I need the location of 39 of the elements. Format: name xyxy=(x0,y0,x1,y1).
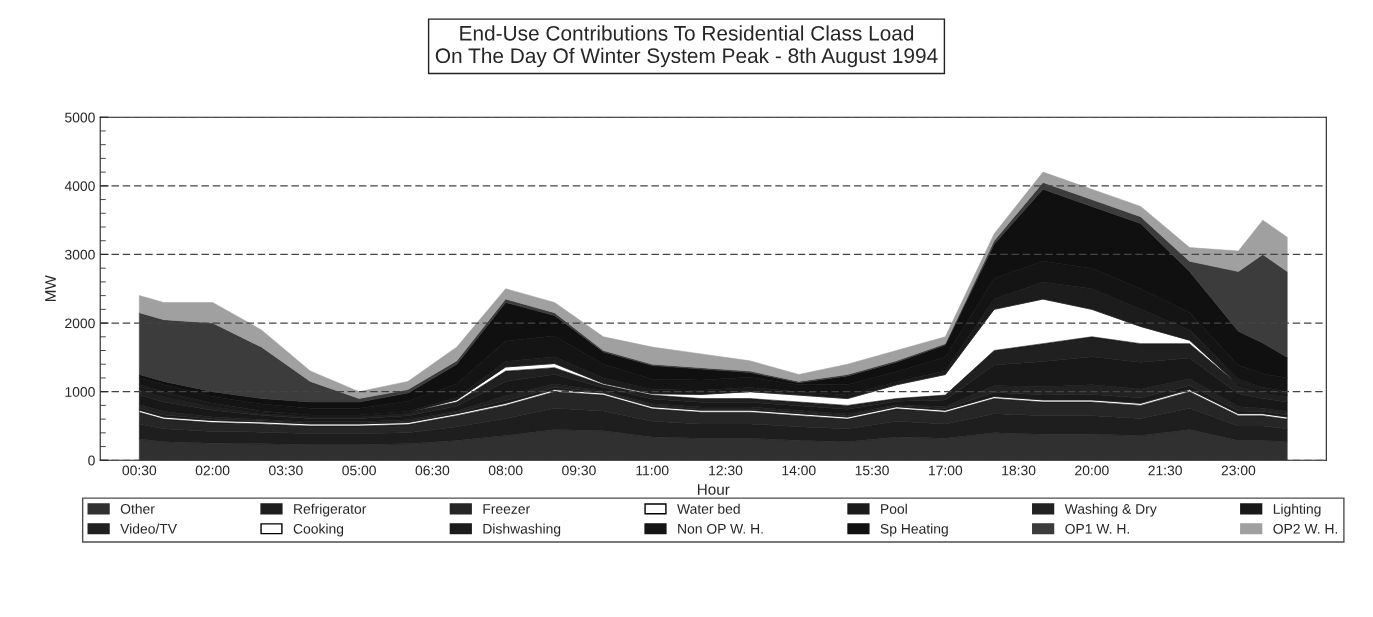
legend-label: Dishwashing xyxy=(483,523,561,537)
legend-label: Other xyxy=(120,503,155,514)
y-axis-title: MW xyxy=(45,275,56,302)
legend-label: OP1 W. H. xyxy=(1065,523,1129,534)
x-tick-label: 00:30 xyxy=(122,465,157,476)
x-tick-label: 09:30 xyxy=(562,465,596,476)
legend-label: Lighting xyxy=(1273,503,1321,517)
legend-label: OP2 W. H. xyxy=(1273,523,1338,534)
y-tick-label: 4000 xyxy=(64,181,95,192)
legend-label: Cooking xyxy=(293,523,344,537)
legend-label: Pool xyxy=(881,503,907,514)
y-tick-label: 5000 xyxy=(65,112,95,123)
legend-label: Sp Heating xyxy=(880,523,948,537)
legend-label: Water bed xyxy=(677,503,740,514)
chart-title: End-Use Contributions To Residential Class Load On The Day Of Winter System Peak - 8th August 1994 xyxy=(435,25,938,68)
x-tick-label: 06:30 xyxy=(415,465,450,476)
y-tick-label: 0 xyxy=(88,455,95,466)
x-tick-label: 08:00 xyxy=(488,465,523,476)
x-tick-label: 02:00 xyxy=(195,465,230,476)
y-tick-label: 3000 xyxy=(65,249,95,260)
y-tick-label: 1000 xyxy=(65,387,95,397)
x-tick-label: 03:30 xyxy=(269,465,303,476)
legend-label: Refrigerator xyxy=(294,503,367,517)
x-tick-label: 14:00 xyxy=(782,465,816,476)
x-tick-label: 17:00 xyxy=(928,465,963,476)
legend-label: Freezer xyxy=(483,504,530,514)
x-tick-label: 18:30 xyxy=(1002,465,1036,476)
legend-label: Non OP W. H. xyxy=(678,523,763,534)
x-tick-label: 11:00 xyxy=(636,465,669,476)
y-tick-label: 2000 xyxy=(65,318,95,329)
x-axis-title: Hour xyxy=(697,484,730,495)
legend-label: Washing & Dry xyxy=(1064,503,1157,517)
x-tick-label: 15:30 xyxy=(855,465,889,476)
x-tick-label: 23:00 xyxy=(1221,465,1256,476)
x-tick-label: 12:30 xyxy=(709,465,743,476)
x-tick-label: 05:00 xyxy=(342,465,376,476)
x-tick-label: 21:30 xyxy=(1148,465,1182,476)
legend-label: Video/TV xyxy=(120,523,177,534)
x-tick-label: 20:00 xyxy=(1075,465,1109,476)
